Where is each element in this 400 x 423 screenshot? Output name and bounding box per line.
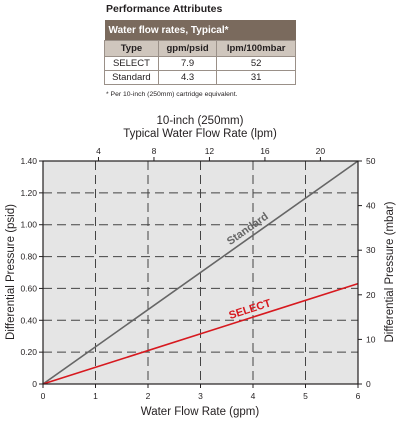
top-tick-label: 12	[205, 146, 215, 156]
table-cell: Standard	[104, 70, 159, 85]
x-tick-label: 0	[41, 391, 46, 401]
y-tick-label: 1.40	[20, 156, 37, 166]
plot-frame	[42, 160, 359, 385]
y2-tick-label: 50	[366, 156, 376, 166]
top-tick-label: 20	[316, 146, 326, 156]
x-tick-label: 6	[356, 391, 361, 401]
y-tick-label: 1.00	[20, 220, 37, 230]
y2-tick-label: 30	[366, 245, 376, 255]
table-footnote: * Per 10-inch (250mm) cartridge equivale…	[106, 91, 238, 98]
series-line-standard	[42, 160, 359, 385]
y-tick-label: 0.80	[20, 252, 37, 262]
performance-title: Performance Attributes	[106, 3, 223, 15]
top-tick-label: 4	[96, 146, 101, 156]
x-tick-label: 3	[198, 391, 203, 401]
y-tick-label: 0.40	[20, 315, 37, 325]
y-tick-label: 0	[32, 379, 37, 389]
y-axis-label: Differential Pressure (psid)	[5, 204, 17, 340]
top-tick-label: 16	[260, 146, 270, 156]
y2-tick-label: 0	[366, 379, 371, 389]
x-tick-label: 2	[146, 391, 151, 401]
y2-tick-label: 10	[366, 334, 376, 344]
x-tick-label: 4	[251, 391, 256, 401]
top-tick-label: 8	[152, 146, 157, 156]
y-tick-label: 0.20	[20, 347, 37, 357]
series-line-select	[42, 282, 359, 385]
table-row: Standard 4.3 31	[104, 70, 296, 85]
table-caption: Water flow rates, Typical*	[104, 20, 296, 41]
y-tick-label: 0.60	[20, 283, 37, 293]
y-tick-label: 1.20	[20, 188, 37, 198]
table-row: SELECT 7.9 52	[104, 56, 296, 71]
top-axis-label: Typical Water Flow Rate (lpm)	[123, 128, 277, 140]
x-tick-label: 1	[93, 391, 98, 401]
table-cell: 4.3	[157, 70, 218, 85]
y2-tick-label: 20	[366, 290, 376, 300]
chart-title: 10-inch (250mm)	[157, 115, 244, 127]
x-axis-label: Water Flow Rate (gpm)	[141, 406, 260, 418]
x-tick-label: 5	[303, 391, 308, 401]
y2-axis-label: Differential Pressure (mbar)	[384, 201, 396, 342]
table-cell: 52	[216, 56, 296, 71]
y2-tick-label: 40	[366, 201, 376, 211]
flow-rate-table: Water flow rates, Typical* Type gpm/psid…	[104, 20, 296, 85]
table-cell: 31	[216, 70, 296, 85]
